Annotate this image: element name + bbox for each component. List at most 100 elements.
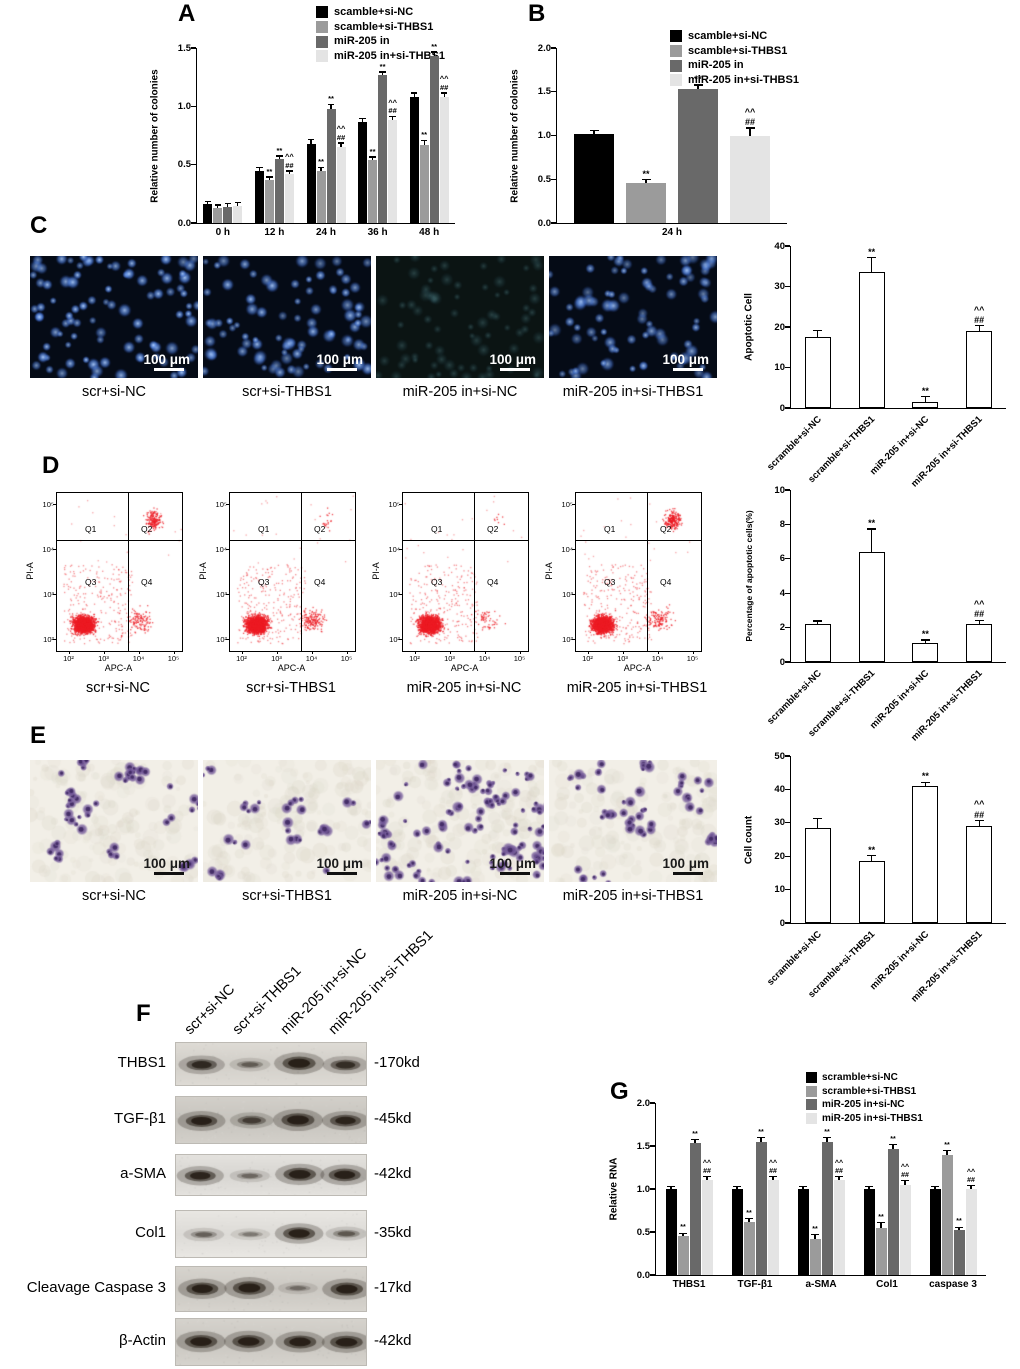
error-bar-line: [760, 1138, 762, 1142]
legend-swatch-icon: [316, 6, 328, 19]
error-bar-cap: [920, 781, 930, 783]
error-bar-line: [880, 1223, 882, 1228]
image-caption: miR-205 in+si-THBS1: [562, 384, 704, 400]
quadrant-label: Q4: [660, 577, 672, 587]
panel-c-label: C: [30, 212, 48, 239]
y-tick-mark: [551, 91, 556, 93]
significance-annotation: **: [956, 1218, 962, 1226]
bar: [409, 97, 419, 223]
error-bar-cap: [421, 140, 428, 142]
error-bar-cap: [379, 71, 386, 73]
quadrant-label: Q4: [487, 577, 499, 587]
y-tick-mark: [650, 1188, 655, 1190]
flow-x-tick-mark: [657, 651, 659, 654]
micro-image-unit: 100 μm scr+si-NC: [30, 760, 198, 910]
significance-annotation: **: [328, 94, 334, 104]
flow-y-tick-label: 10³: [216, 589, 227, 599]
bar: [887, 1148, 899, 1275]
error-bar-cap: [327, 103, 335, 106]
bar: [388, 120, 398, 223]
scale-bar-label: 100 μm: [662, 352, 709, 367]
flow-caption: miR-205 in+si-NC: [406, 680, 522, 696]
error-bar-line: [443, 93, 445, 97]
legend-item: miR-205 in+si-THBS1: [670, 74, 799, 87]
error-bar-line: [958, 1227, 960, 1231]
error-bar-cap: [745, 1217, 753, 1220]
blot-strip: [175, 1266, 367, 1312]
significance-annotation: **: [318, 157, 324, 167]
bar: [875, 1227, 887, 1275]
bar: [730, 135, 770, 223]
bar: [821, 1141, 833, 1275]
quadrant-label: Q4: [314, 577, 326, 587]
flow-y-tick-label: 10²: [43, 634, 54, 644]
flow-plot-box: Q1 Q2 Q3 Q4: [56, 492, 183, 652]
blot-canvas: [176, 1211, 366, 1257]
flow-caption: scr+si-NC: [85, 680, 151, 696]
flow-y-tick-label: 10²: [562, 634, 573, 644]
flow-y-tick-label: 10³: [389, 589, 400, 599]
flow-y-tick-label: 10⁴: [561, 544, 573, 554]
blot-size-label: -170kd: [374, 1054, 420, 1071]
flow-x-tick-mark: [346, 651, 348, 654]
error-bar-line: [268, 177, 270, 180]
error-bar-line: [871, 856, 873, 862]
flow-y-tick-mark: [226, 638, 229, 640]
flow-x-tick-label: 10⁵: [167, 654, 180, 663]
x-tick-label-rotated: scramble+si-NC: [764, 668, 824, 727]
error-bar-cap: [835, 1175, 843, 1177]
bar: [912, 786, 939, 923]
error-bar-line: [645, 180, 647, 183]
image-caption: miR-205 in+si-NC: [402, 888, 518, 904]
bar: [223, 206, 233, 223]
significance-annotation: ^^ ##: [744, 106, 756, 127]
error-bar-line: [340, 143, 342, 148]
transwell-image-canvas: [203, 760, 371, 882]
quadrant-label: Q1: [85, 524, 97, 534]
flow-x-tick-mark: [484, 651, 486, 654]
y-tick-mark: [785, 822, 790, 824]
error-bar-line: [237, 203, 239, 206]
quadrant-line-horizontal: [576, 540, 701, 541]
legend-item: miR-205 in+si-THBS1: [806, 1113, 923, 1125]
scale-bar-line: [154, 872, 184, 875]
flow-caption: miR-205 in+si-THBS1: [566, 680, 708, 696]
panel-d-label: D: [42, 452, 60, 479]
blot-size-label: -35kd: [374, 1224, 412, 1241]
y-axis-label: Relative number of colonies: [149, 68, 161, 203]
flow-unit: Q1 Q2 Q3 Q4 10² 10² 10³ 10³ 10⁴ 10⁴ 10⁵ 10⁵ PI-A APC-…: [371, 492, 542, 704]
flow-y-tick-label: 10⁴: [388, 544, 400, 554]
significance-annotation: **: [431, 41, 438, 51]
y-tick-mark: [785, 523, 790, 525]
y-tick-mark: [785, 755, 790, 757]
flow-unit: Q1 Q2 Q3 Q4 10² 10² 10³ 10³ 10⁴ 10⁴ 10⁵ 10⁵ PI-A APC-…: [544, 492, 715, 704]
flow-y-tick-label: 10³: [43, 589, 54, 599]
error-bar-cap: [813, 329, 823, 332]
flow-x-tick-mark: [138, 651, 140, 654]
flow-x-axis-label: APC-A: [450, 663, 479, 673]
error-bar-cap: [733, 1186, 741, 1188]
quadrant-label: Q3: [604, 577, 616, 587]
y-tick-mark: [785, 558, 790, 560]
error-bar-cap: [867, 256, 877, 259]
scale-bar-line: [673, 368, 703, 371]
flow-x-tick-label: 10⁵: [340, 654, 353, 663]
error-bar-cap: [974, 325, 984, 327]
error-bar-cap: [974, 619, 984, 621]
scale-bar-line: [500, 368, 530, 371]
y-tick-label: 10: [774, 484, 785, 496]
significance-annotation: **: [694, 74, 702, 85]
error-bar-line: [924, 782, 926, 787]
significance-annotation: ^^ ##: [834, 1159, 844, 1175]
bar: [743, 1221, 755, 1275]
error-bar-cap: [823, 1137, 831, 1139]
y-tick-mark: [551, 134, 556, 137]
y-tick-label: 0: [779, 402, 785, 414]
error-bar-line: [814, 1235, 816, 1239]
error-bar-line: [802, 1187, 804, 1189]
y-tick-mark: [785, 627, 790, 629]
bar: [929, 1189, 941, 1275]
error-bar-cap: [920, 639, 930, 641]
quadrant-label: Q3: [85, 577, 97, 587]
